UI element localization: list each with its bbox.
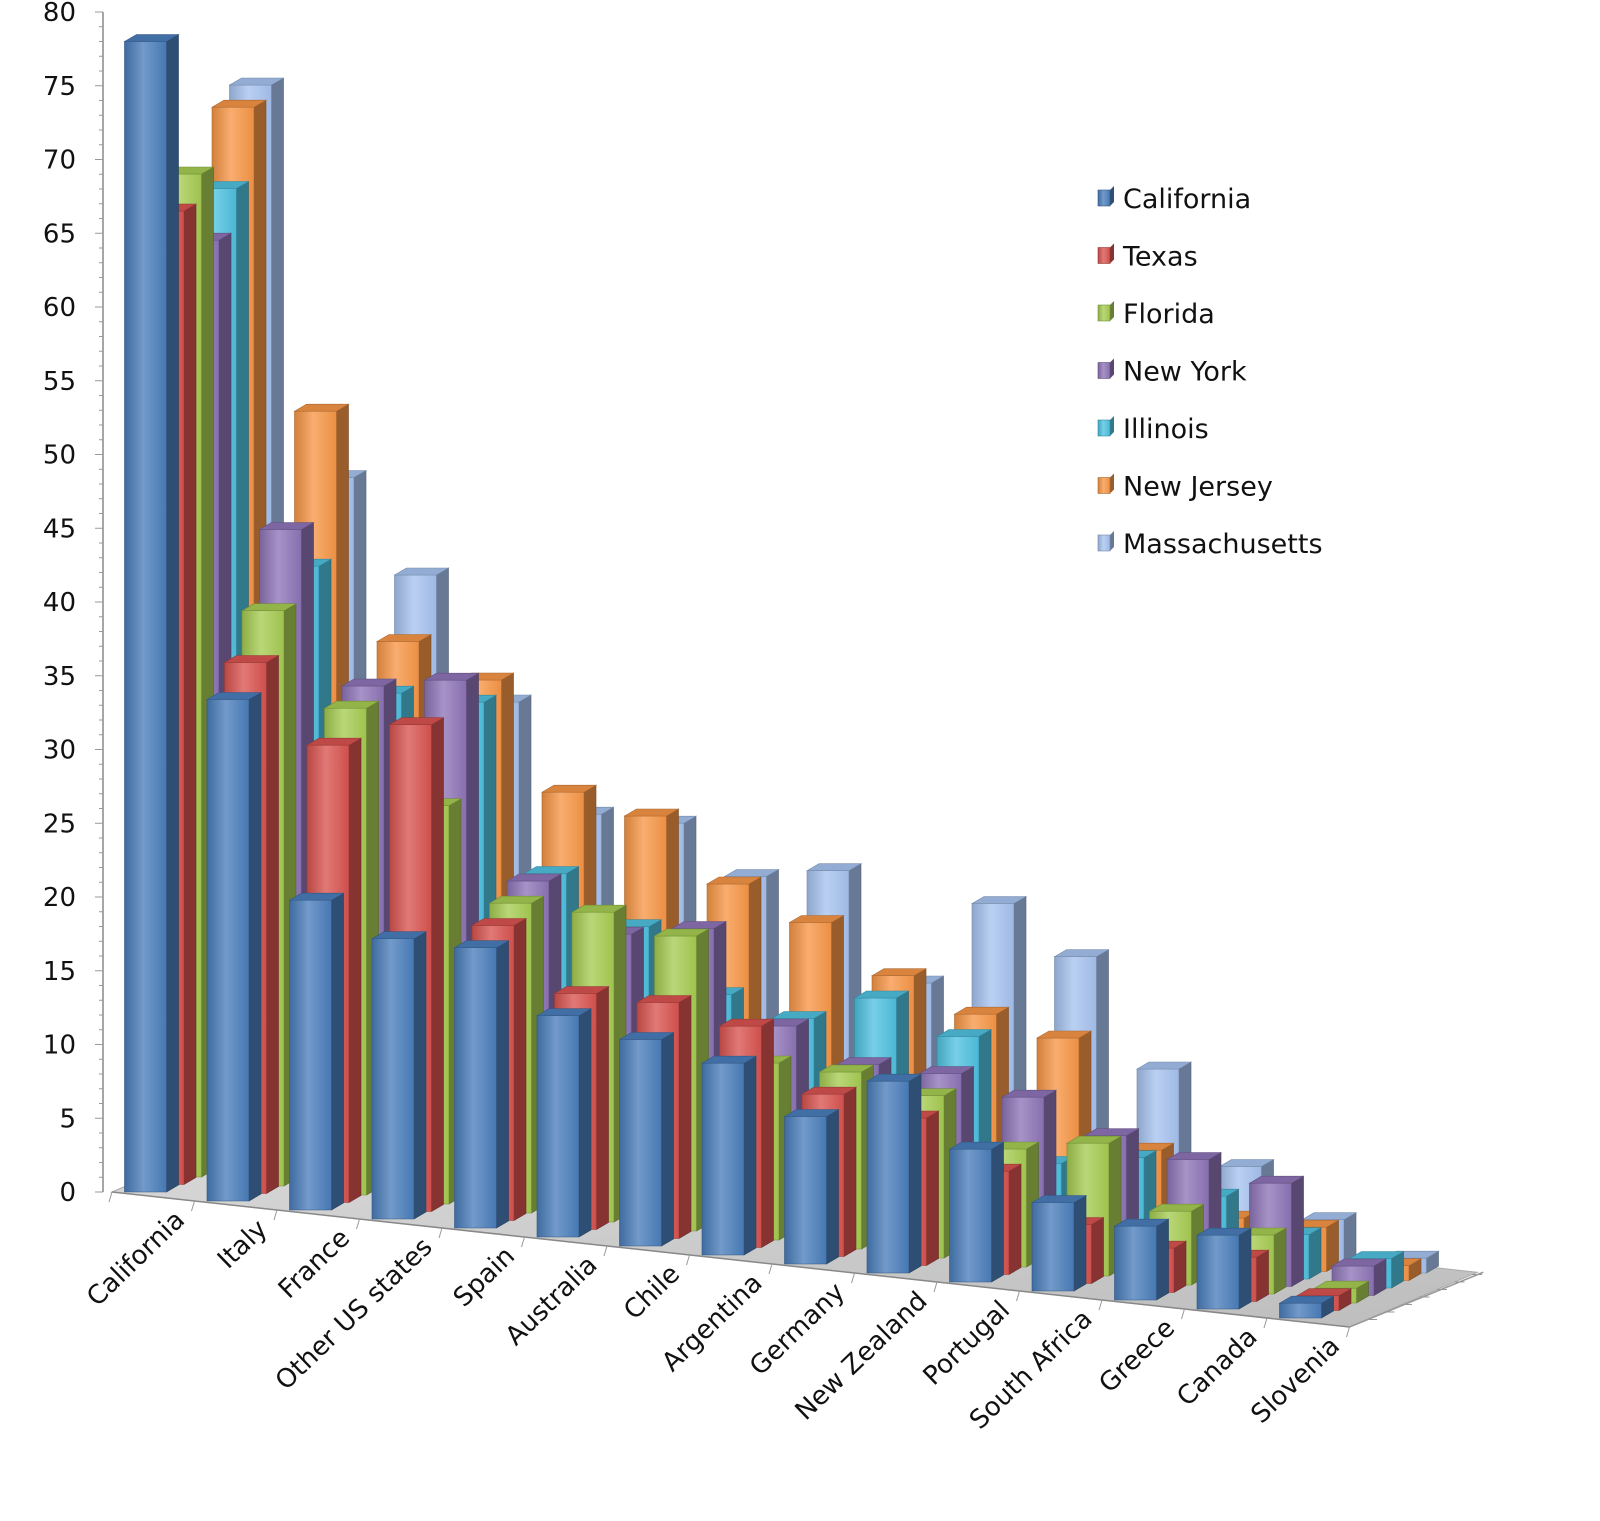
legend-label: New Jersey (1123, 472, 1273, 503)
y-tick-label: 45 (43, 514, 76, 544)
y-tick-label: 20 (43, 883, 76, 913)
legend-swatch-side (1110, 301, 1114, 321)
x-tick (1098, 1299, 1103, 1311)
bar (535, 1008, 593, 1238)
x-tick-label: Canada (1171, 1322, 1263, 1412)
y-tick-label: 30 (43, 736, 76, 766)
legend-swatch (1097, 247, 1111, 264)
bar (453, 940, 510, 1229)
x-tick (108, 1191, 113, 1203)
x-tick (521, 1236, 525, 1248)
bar (1030, 1194, 1088, 1292)
legend-item: Massachusetts (1097, 529, 1323, 560)
x-tick (1346, 1326, 1350, 1338)
bar (1278, 1295, 1335, 1319)
y-tick-label: 60 (43, 293, 76, 323)
legend-label: Florida (1123, 299, 1215, 330)
legend-swatch-side (1110, 243, 1114, 264)
depth-axis-line (1349, 1271, 1484, 1328)
x-tick (1181, 1308, 1185, 1320)
x-tick (356, 1218, 360, 1230)
y-tick-label: 80 (43, 0, 76, 28)
x-tick (438, 1227, 443, 1239)
legend-swatch (1097, 419, 1111, 437)
bar (865, 1073, 923, 1274)
y-tick-label: 0 (59, 1178, 76, 1208)
y-tick-label: 55 (43, 367, 76, 397)
bar (205, 691, 263, 1202)
bar (123, 33, 180, 1193)
bar (700, 1055, 758, 1256)
bar (288, 892, 345, 1211)
legend: California Texas Florida New York Illinois Ne… (1097, 184, 1323, 560)
x-tick-label: Other US states (270, 1232, 439, 1396)
x-tick (1263, 1317, 1268, 1329)
x-tick (603, 1245, 608, 1257)
x-tick-label: Greece (1094, 1313, 1181, 1399)
y-tick-label: 10 (43, 1031, 76, 1061)
bar (948, 1141, 1005, 1283)
x-tick (191, 1200, 195, 1212)
x-tick (1016, 1290, 1020, 1302)
bar (618, 1031, 675, 1247)
x-tick (768, 1263, 773, 1275)
legend-swatch (1097, 477, 1111, 494)
x-tick-label: California (81, 1205, 191, 1312)
x-tick (933, 1281, 938, 1293)
legend-label: New York (1123, 357, 1247, 388)
legend-swatch-side (1110, 358, 1114, 379)
x-tick-label: Spain (448, 1241, 521, 1313)
x-tick-label: Chile (618, 1259, 686, 1326)
x-tick (686, 1254, 690, 1266)
legend-swatch-side (1110, 186, 1114, 206)
y-tick-label: 5 (59, 1104, 76, 1134)
y-tick-label: 65 (43, 219, 76, 249)
y-tick-label: 50 (43, 441, 76, 471)
legend-label: Illinois (1123, 414, 1209, 445)
legend-item: Illinois (1097, 414, 1209, 445)
y-tick-label: 75 (43, 72, 76, 102)
legend-swatch (1097, 534, 1111, 552)
legend-swatch (1097, 362, 1111, 379)
bar (1330, 1258, 1388, 1297)
x-tick-label: Italy (212, 1214, 273, 1275)
legend-item: New Jersey (1097, 472, 1273, 503)
bar (1195, 1227, 1253, 1310)
y-tick-label: 35 (43, 662, 76, 692)
x-axis-line (111, 1191, 1350, 1328)
legend-item: California (1097, 184, 1251, 215)
legend-item: Texas (1097, 242, 1198, 273)
y-tick-label: 70 (43, 146, 76, 176)
legend-item: New York (1097, 357, 1247, 388)
legend-label: Texas (1122, 242, 1198, 273)
legend-item: Florida (1097, 299, 1215, 330)
y-tick-label: 25 (43, 809, 76, 839)
bar (370, 931, 428, 1220)
legend-swatch-side (1110, 473, 1114, 494)
bar (1113, 1218, 1170, 1301)
legend-swatch-side (1110, 416, 1114, 436)
legend-swatch-side (1110, 531, 1114, 551)
bar (783, 1108, 840, 1265)
x-tick (851, 1272, 855, 1284)
legend-label: Massachusetts (1123, 529, 1323, 560)
x-tick (273, 1209, 278, 1221)
y-tick-label: 15 (43, 957, 76, 987)
legend-label: California (1123, 184, 1251, 215)
y-tick-label: 40 (43, 588, 76, 618)
legend-swatch (1097, 189, 1111, 207)
x-tick-label: France (273, 1223, 356, 1305)
legend-swatch (1097, 304, 1111, 322)
